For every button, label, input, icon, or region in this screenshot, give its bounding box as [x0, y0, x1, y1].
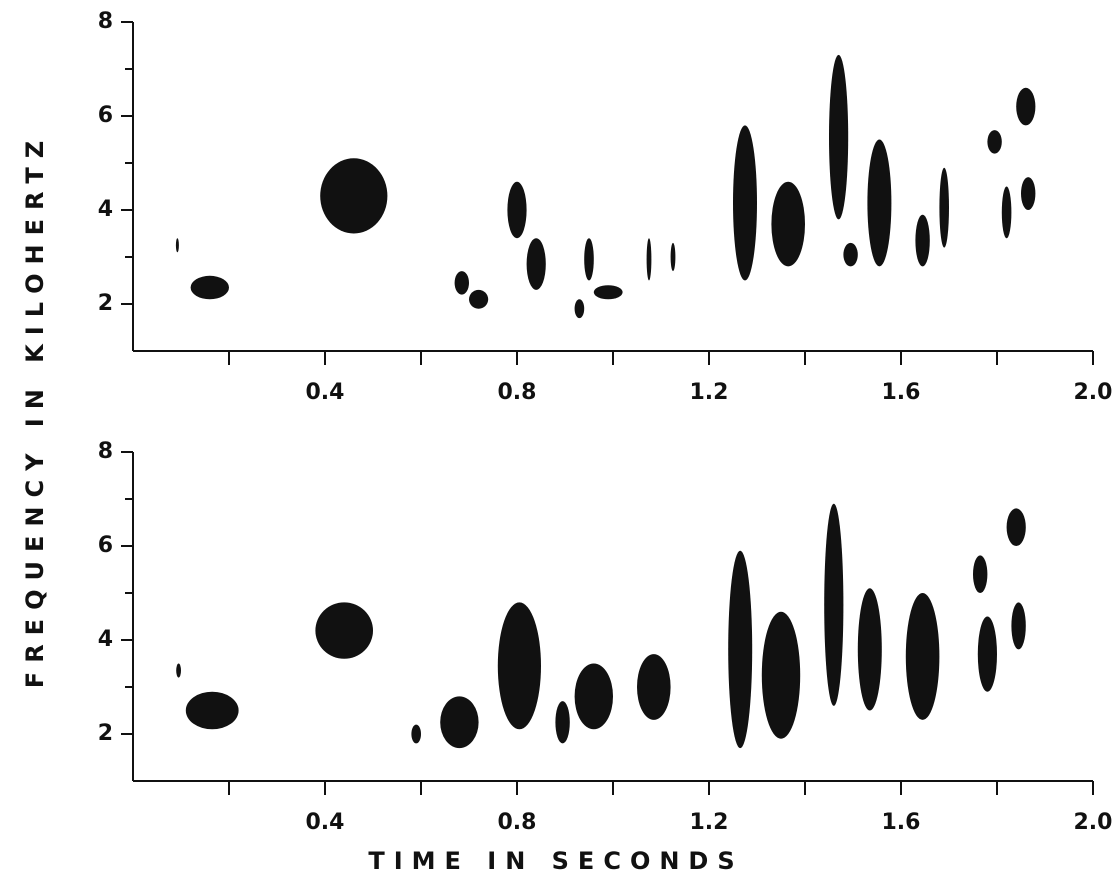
sound-segment — [1001, 186, 1012, 239]
y-tick-label: 8 — [98, 9, 113, 34]
x-tick-label: 0.8 — [498, 380, 537, 405]
sound-segment — [315, 602, 374, 659]
sound-segment — [497, 602, 541, 730]
sound-segment — [574, 299, 585, 319]
sound-segment — [905, 593, 940, 720]
sound-segment — [857, 588, 882, 711]
sound-segment — [973, 555, 988, 593]
x-tick-label: 0.4 — [306, 380, 345, 405]
sound-segment — [824, 503, 844, 706]
sound-segment — [670, 242, 676, 272]
sound-segment — [507, 181, 527, 239]
sound-segment — [843, 242, 858, 267]
sound-segment — [526, 238, 546, 290]
sound-segment — [761, 611, 801, 739]
sound-segment — [977, 616, 998, 692]
sound-segment — [829, 54, 849, 220]
sound-segment — [771, 181, 805, 267]
y-axis-title: FREQUENCY IN KILOHERTZ — [21, 132, 49, 688]
sound-segment — [176, 663, 182, 678]
sound-segment — [1011, 602, 1026, 650]
y-tick-label: 6 — [98, 533, 113, 558]
sound-segment — [320, 158, 388, 234]
sound-segment — [593, 285, 623, 300]
sound-segment — [1016, 87, 1036, 126]
sound-segment — [728, 550, 753, 749]
sound-segment — [175, 238, 179, 253]
x-tick-label: 0.4 — [306, 810, 345, 835]
sound-segment — [637, 654, 671, 720]
sound-segment — [190, 275, 229, 300]
sound-segment — [454, 271, 469, 295]
sound-segment — [555, 701, 570, 744]
sound-segment — [411, 724, 422, 744]
sound-segment — [646, 238, 652, 281]
x-tick-label: 1.6 — [882, 810, 921, 835]
y-tick-label: 4 — [98, 627, 113, 652]
sound-segment — [584, 238, 594, 281]
sound-segment — [867, 139, 892, 267]
x-tick-label: 2.0 — [1074, 380, 1112, 405]
x-tick-label: 1.2 — [690, 380, 729, 405]
sound-segment — [185, 691, 239, 730]
x-tick-label: 1.6 — [882, 380, 921, 405]
sound-segment — [733, 125, 757, 281]
sound-segment — [469, 289, 489, 309]
sound-segment — [440, 696, 479, 749]
y-tick-label: 4 — [98, 197, 113, 222]
x-axis-title: TIME IN SECONDS — [368, 847, 743, 875]
y-tick-label: 8 — [98, 439, 113, 464]
sound-segment — [1020, 177, 1036, 210]
sound-segment — [987, 130, 1002, 154]
x-tick-label: 2.0 — [1074, 810, 1112, 835]
y-tick-label: 2 — [98, 721, 113, 746]
sound-segment — [939, 167, 949, 248]
x-tick-label: 0.8 — [498, 810, 537, 835]
sound-segment — [1006, 508, 1026, 546]
y-tick-label: 6 — [98, 103, 113, 128]
sound-segment — [915, 214, 930, 267]
sound-segment — [574, 663, 613, 730]
x-tick-label: 1.2 — [690, 810, 729, 835]
y-tick-label: 2 — [98, 291, 113, 316]
